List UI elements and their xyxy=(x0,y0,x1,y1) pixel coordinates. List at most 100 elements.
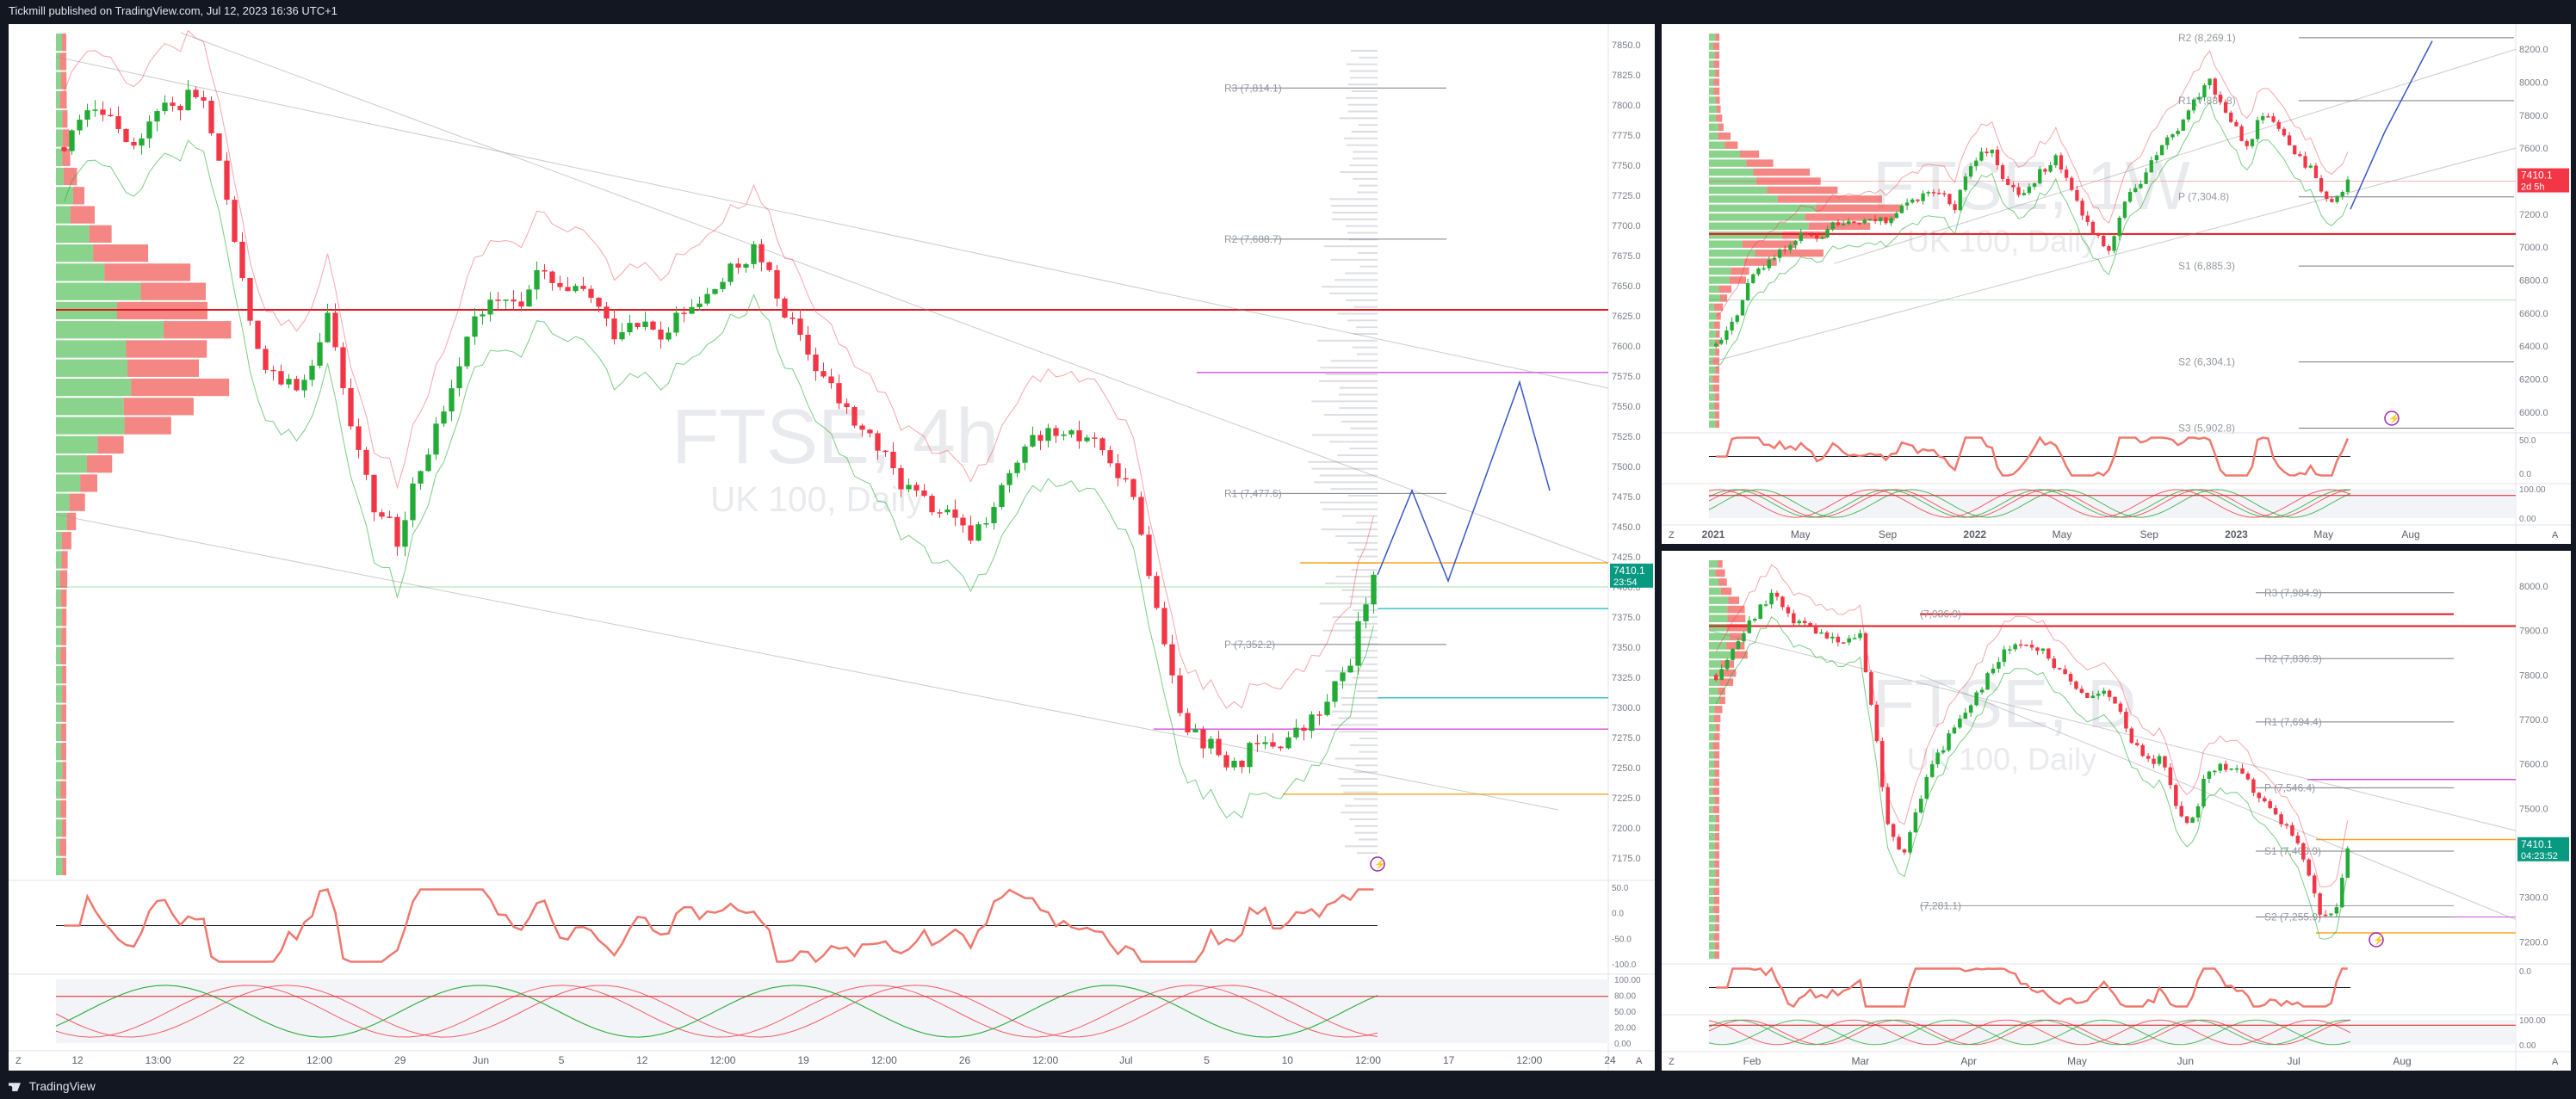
y-axis-tick-label: 7800.0 xyxy=(1612,101,1641,111)
y-axis-tick-label: 7575.0 xyxy=(1612,372,1641,382)
volume-profile-bar-up xyxy=(1709,213,1805,221)
volume-profile-bar-down xyxy=(1729,276,1746,284)
candle-body xyxy=(1130,478,1136,497)
volume-profile-bar-down xyxy=(61,34,67,52)
candle-body xyxy=(1223,755,1229,768)
candle-body xyxy=(2107,690,2112,697)
candle-body xyxy=(929,496,935,513)
session-volume-bar xyxy=(1358,252,1378,254)
x-axis-tick-label: 2021 xyxy=(1702,528,1725,540)
projection-path xyxy=(1377,380,1551,583)
scale-button-z[interactable]: Z xyxy=(1669,1057,1675,1067)
scale-button-z[interactable]: Z xyxy=(15,1056,22,1066)
scale-button-z[interactable]: Z xyxy=(1669,530,1675,540)
scale-button-a[interactable]: A xyxy=(2552,1057,2559,1067)
session-volume-bar xyxy=(1344,137,1378,139)
y-axis-tick-label: 7300.0 xyxy=(1612,703,1641,713)
candle-body xyxy=(1254,743,1260,744)
rsi-tick-label: -50.0 xyxy=(1612,935,1632,944)
candle-body xyxy=(2276,121,2281,129)
volume-profile-bar-up xyxy=(1709,869,1716,877)
volume-profile-bar-down xyxy=(127,359,199,377)
candle-body xyxy=(1719,669,1724,681)
volume-profile-bar-up xyxy=(1709,578,1719,586)
candle-body xyxy=(1161,608,1167,645)
volume-profile-bar-down xyxy=(89,225,112,243)
stoch-tick-label: 100.00 xyxy=(2519,485,2546,495)
volume-profile-bar-up xyxy=(1709,569,1716,577)
candle-body xyxy=(2223,102,2228,113)
stochastic-line xyxy=(55,985,1378,1038)
volume-profile-bar-up xyxy=(1709,851,1715,859)
candle-body xyxy=(2159,145,2164,156)
pivot-label: R1 (7,477.6) xyxy=(1224,487,1282,499)
stoch-tick-label: 0.00 xyxy=(1614,1040,1632,1049)
candle-body xyxy=(2319,177,2324,192)
volume-profile-bar-down xyxy=(1712,742,1720,750)
candle-body xyxy=(2263,798,2267,802)
candle-body xyxy=(1053,428,1059,436)
volume-profile-bar-down xyxy=(1716,312,1721,320)
candle-body xyxy=(2140,744,2145,756)
volume-profile-bar-down xyxy=(70,206,96,224)
candle-body xyxy=(968,525,974,541)
volume-profile-bar-up xyxy=(1709,87,1714,96)
volume-profile-bar-down xyxy=(1729,633,1743,641)
chart-panel-top-right[interactable]: FTSE, 1W UK 100, Daily 8200.0 8000.0 7800.0 7… xyxy=(1662,24,2571,544)
volume-profile-bar-up xyxy=(56,781,61,799)
candle-body xyxy=(2197,97,2201,100)
candle-body xyxy=(1894,213,1898,219)
session-volume-bar xyxy=(1359,750,1378,753)
volume-profile-bar-down xyxy=(1746,159,1774,167)
candle-body xyxy=(2000,165,2005,179)
candle-body xyxy=(1239,760,1245,768)
volume-profile-bar-down xyxy=(1715,114,1723,122)
candle-body xyxy=(1014,462,1020,473)
session-volume-bar xyxy=(1353,306,1378,308)
candle-body xyxy=(573,286,579,292)
candle-body xyxy=(77,120,83,131)
footer-brand[interactable]: TradingView xyxy=(0,1074,2576,1099)
candle-body xyxy=(1889,218,1893,224)
session-volume-bar xyxy=(1356,852,1378,855)
session-volume-bar xyxy=(1356,353,1378,355)
lightning-glyph: ⚡ xyxy=(2388,413,2400,424)
volume-profile-bar-up xyxy=(56,90,60,109)
x-axis-tick-label: 12:00 xyxy=(709,1054,735,1066)
candle-body xyxy=(1154,576,1160,608)
candle-body xyxy=(2059,155,2064,170)
candle-body xyxy=(2152,758,2156,764)
volume-profile-bar-up xyxy=(1709,814,1716,823)
volume-profile-bar-up xyxy=(1709,633,1730,641)
volume-profile-bar-down xyxy=(1714,769,1720,777)
volume-profile-bar-down xyxy=(1715,724,1720,732)
session-volume-bar xyxy=(1320,367,1378,369)
volume-profile-bar-down xyxy=(1781,232,1827,239)
candle-body xyxy=(193,90,199,98)
volume-profile-bar-up xyxy=(1709,34,1716,41)
candle-body xyxy=(1841,224,1846,225)
chart-panel-left[interactable]: FTSE, 4h UK 100, Daily 7850.0 7825.0 7800.0 7… xyxy=(9,24,1655,1071)
scale-button-a[interactable]: A xyxy=(1636,1056,1643,1066)
y-axis-tick-label: 7775.0 xyxy=(1612,131,1641,141)
volume-profile-bar-up xyxy=(1709,330,1716,338)
chart-bottom-right-svg[interactable]: FTSE, DUK 100, Daily8000.07900.07800.077… xyxy=(1662,551,2571,1071)
volume-profile-bar-up xyxy=(1709,249,1756,257)
chart-panel-bottom-right[interactable]: FTSE, DUK 100, Daily8000.07900.07800.077… xyxy=(1662,551,2571,1071)
volume-profile-bar-up xyxy=(1709,69,1716,77)
x-axis-tick-label: Jun xyxy=(2177,1055,2194,1067)
price-tag-value: 7410.1 xyxy=(2521,838,2553,850)
session-volume-bar xyxy=(1348,495,1378,497)
stochastic-line xyxy=(55,985,1378,1038)
candle-body xyxy=(1262,742,1268,744)
session-volume-bar xyxy=(1349,448,1378,450)
scale-button-a[interactable]: A xyxy=(2552,530,2559,540)
volume-profile-bar-down xyxy=(1805,213,1895,221)
session-volume-bar xyxy=(1343,791,1378,793)
volume-profile-bar-up xyxy=(1709,842,1715,850)
candle-body xyxy=(363,449,369,475)
candle-body xyxy=(635,323,641,328)
candle-body xyxy=(1841,642,1846,644)
